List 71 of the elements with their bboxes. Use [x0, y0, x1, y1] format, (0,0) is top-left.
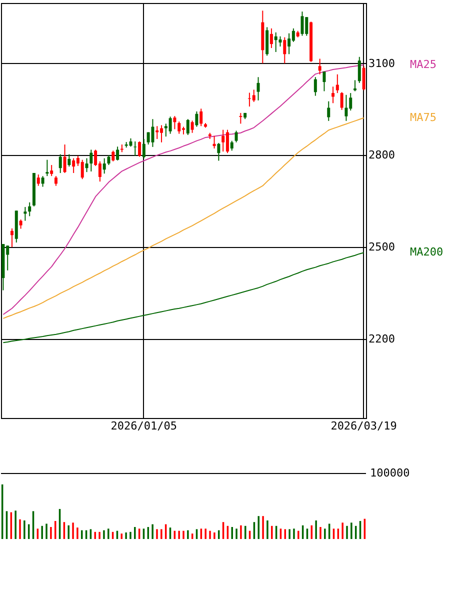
candlestick: [212, 135, 216, 149]
candlestick: [354, 80, 357, 92]
candlestick: [10, 228, 14, 248]
candlestick: [28, 202, 32, 217]
candlestick: [234, 130, 238, 143]
candlestick: [173, 116, 176, 130]
candlestick: [274, 32, 278, 53]
candlestick: [80, 159, 84, 180]
candlestick: [107, 154, 110, 166]
candlestick: [322, 71, 326, 92]
candlestick: [217, 142, 220, 162]
candlestick: [58, 154, 62, 174]
line-series: [2, 252, 364, 344]
candlestick: [358, 56, 361, 84]
candlestick: [102, 158, 106, 174]
candlestick: [85, 158, 88, 173]
candlestick: [112, 150, 115, 162]
candlestick: [72, 158, 76, 174]
candlestick: [230, 140, 234, 152]
candlestick: [318, 58, 322, 75]
candlestick: [362, 66, 366, 91]
candlestick: [138, 140, 142, 158]
candlestick: [50, 164, 54, 177]
text: MA75: [410, 110, 436, 124]
candlestick: [116, 146, 120, 161]
candlestick: [195, 110, 198, 128]
candlestick: [46, 159, 49, 177]
candlestick: [314, 76, 317, 96]
candlestick: [270, 28, 273, 49]
candlestick: [90, 149, 93, 172]
candlestick: [256, 76, 260, 101]
candlestick: [288, 32, 291, 55]
x-tick-label: 2026/01/05: [110, 420, 178, 432]
candlestick: [178, 121, 181, 134]
candlestick: [222, 129, 225, 152]
candlestick: [239, 112, 242, 124]
candlestick: [266, 26, 269, 56]
text: MA25: [410, 58, 436, 71]
candlestick: [68, 154, 71, 168]
y-tick-label: 2500: [368, 240, 395, 254]
candlestick: [226, 129, 229, 154]
candlestick: [252, 89, 256, 102]
x-tick-label: 2026/03/19: [330, 420, 397, 432]
candlestick: [36, 174, 40, 186]
candlestick: [186, 118, 190, 136]
candlestick: [292, 28, 295, 42]
candlestick: [134, 140, 137, 156]
candlestick: [332, 86, 335, 104]
candlestick: [283, 36, 286, 64]
text: MA200: [410, 246, 444, 259]
candlestick: [190, 120, 194, 134]
candlestick: [24, 206, 27, 222]
candlestick: [54, 176, 58, 186]
line-series: [2, 117, 364, 319]
y-tick-label: 3100: [368, 56, 395, 70]
candlestick: [41, 176, 44, 188]
candlestick: [142, 138, 146, 159]
candlestick: [19, 219, 22, 230]
candlestick: [278, 36, 282, 47]
candlestick: [340, 92, 344, 110]
candlestick: [63, 144, 66, 174]
candlestick: [300, 11, 304, 36]
candlestick: [200, 108, 203, 127]
candlestick: [168, 116, 172, 134]
y-tick-label: 2800: [368, 148, 395, 162]
y-tick-label: 2200: [368, 332, 395, 346]
candlestick: [151, 118, 154, 148]
candlestick: [327, 100, 330, 122]
candlestick: [344, 94, 348, 122]
candlestick: [336, 74, 339, 94]
text: 100000: [370, 466, 410, 480]
